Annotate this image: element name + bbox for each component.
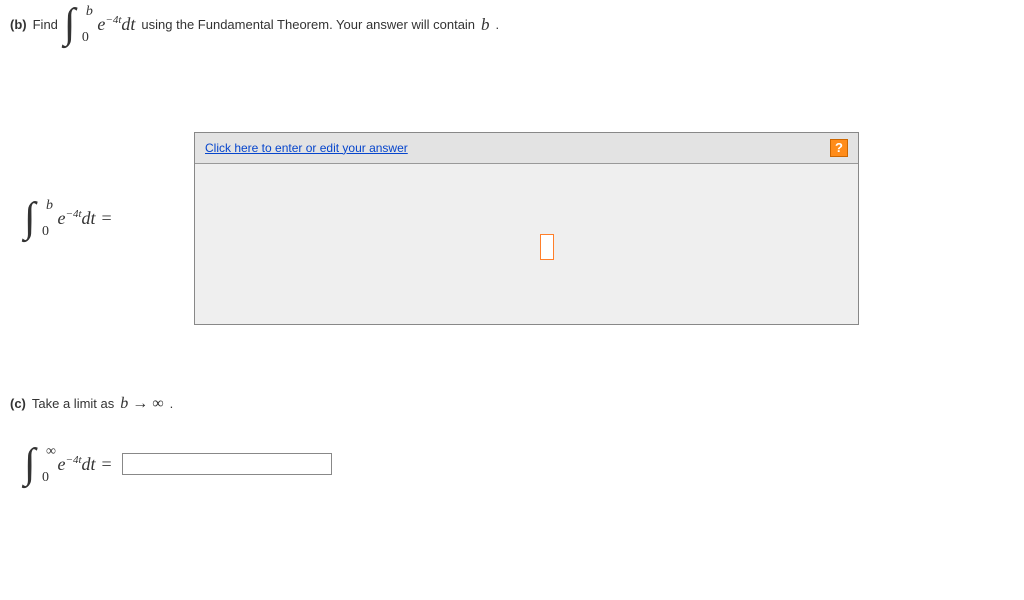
c-exp: −4t xyxy=(66,454,82,466)
answer-header: Click here to enter or edit your answer … xyxy=(195,133,858,164)
integral-c-input[interactable] xyxy=(122,453,332,475)
part-b-integral: ∫ b 0 e−4tdt xyxy=(64,8,136,42)
limit-var: b xyxy=(120,395,128,412)
c-upper: ∞ xyxy=(46,446,56,457)
part-c-text: Take a limit as xyxy=(32,396,114,411)
part-b-label: (b) xyxy=(10,17,27,32)
integral-symbol-icon: ∫ b 0 xyxy=(24,202,36,236)
lhs-base: e xyxy=(58,208,66,228)
answer-edit-link[interactable]: Click here to enter or edit your answer xyxy=(205,141,408,155)
integrand-exp: −4t xyxy=(105,14,121,26)
answer-area-row: ∫ b 0 e−4tdt = Click here to enter or ed… xyxy=(24,132,1014,325)
part-c-label: (c) xyxy=(10,396,26,411)
answer-box: Click here to enter or edit your answer … xyxy=(194,132,859,325)
integral-lower: 0 xyxy=(82,32,89,43)
part-c-instruction: (c) Take a limit as b → ∞ . xyxy=(10,395,1014,413)
help-icon[interactable]: ? xyxy=(830,139,848,157)
c-equals: = xyxy=(102,454,112,475)
answer-lhs: ∫ b 0 e−4tdt = xyxy=(24,132,194,236)
infinity-icon: ∞ xyxy=(152,395,163,412)
integrand-dt: dt xyxy=(121,14,135,34)
part-b-tail-2: . xyxy=(496,17,500,32)
integral-c-row: ∫ ∞ 0 e−4tdt = xyxy=(24,448,1014,482)
integral-symbol-icon: ∫ ∞ 0 xyxy=(24,448,36,482)
part-c-period: . xyxy=(170,396,174,411)
part-b-verb: Find xyxy=(33,17,58,32)
lhs-integral: ∫ b 0 e−4tdt xyxy=(24,202,96,236)
answer-body[interactable] xyxy=(195,164,858,324)
lhs-exp: −4t xyxy=(66,208,82,220)
c-integrand: e−4tdt xyxy=(58,454,96,475)
answer-cursor-box[interactable] xyxy=(540,234,554,260)
c-base: e xyxy=(58,454,66,474)
c-dt: dt xyxy=(82,454,96,474)
lhs-lower: 0 xyxy=(42,226,49,237)
lhs-integrand: e−4tdt xyxy=(58,208,96,229)
lhs-equals: = xyxy=(102,208,112,229)
part-b-tail-1: using the Fundamental Theorem. Your answ… xyxy=(141,17,475,32)
part-b-tail-var: b xyxy=(481,15,490,35)
integrand: e−4tdt xyxy=(97,14,135,35)
arrow-icon: → xyxy=(132,395,148,412)
part-c-limit: b → ∞ xyxy=(120,395,163,413)
integral-upper: b xyxy=(86,6,93,17)
part-b-instruction: (b) Find ∫ b 0 e−4tdt using the Fundamen… xyxy=(10,8,1014,42)
integral-c: ∫ ∞ 0 e−4tdt xyxy=(24,448,96,482)
lhs-dt: dt xyxy=(82,208,96,228)
integral-symbol-icon: ∫ b 0 xyxy=(64,8,76,42)
lhs-upper: b xyxy=(46,200,53,211)
c-lower: 0 xyxy=(42,472,49,483)
